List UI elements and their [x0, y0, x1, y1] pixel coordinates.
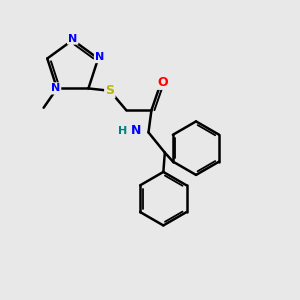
Text: N: N: [68, 34, 77, 44]
Text: N: N: [131, 124, 141, 137]
Text: S: S: [105, 84, 114, 97]
Text: H: H: [118, 126, 127, 136]
Text: O: O: [157, 76, 168, 89]
Text: N: N: [51, 83, 60, 93]
Text: N: N: [95, 52, 104, 62]
